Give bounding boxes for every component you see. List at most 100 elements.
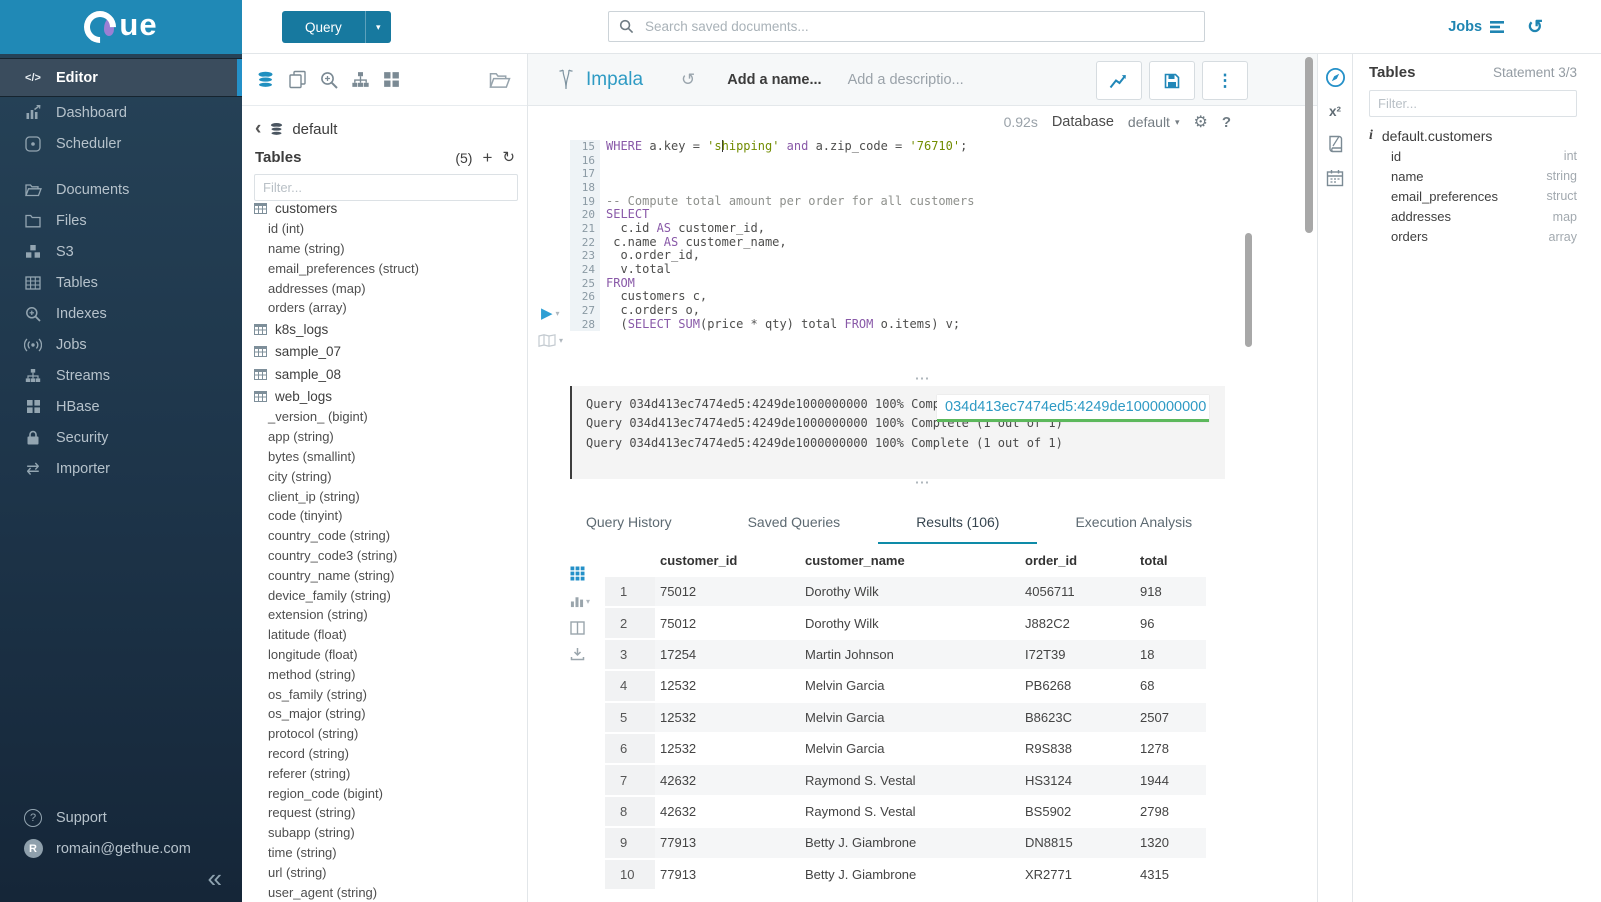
column-item[interactable]: referer (string) <box>254 764 527 784</box>
database-breadcrumb[interactable]: ‹ default <box>242 106 527 138</box>
column-item[interactable]: country_code3 (string) <box>254 546 527 566</box>
query-description-field[interactable]: Add a descriptio... <box>848 72 964 88</box>
column-item[interactable]: city (string) <box>254 467 527 487</box>
column-item[interactable]: os_family (string) <box>254 685 527 705</box>
hue-logo[interactable]: ue <box>0 0 242 54</box>
results-header-cell[interactable]: customer_id <box>655 543 800 577</box>
sidebar-item-jobs[interactable]: Jobs <box>0 329 242 360</box>
column-item[interactable]: client_ip (string) <box>254 487 527 507</box>
query-history-icon[interactable]: ↺ <box>1527 18 1543 37</box>
chart-view-icon[interactable]: ▾ <box>570 594 590 608</box>
grid-view-icon[interactable] <box>570 566 585 581</box>
column-item[interactable]: device_family (string) <box>254 586 527 606</box>
execute-query-button[interactable]: ▶▾ <box>541 304 560 322</box>
table-item[interactable]: sample_08 <box>254 363 527 385</box>
table-row[interactable]: 1077913Betty J. GiambroneXR27714315 <box>605 860 1206 891</box>
column-item[interactable]: os_major (string) <box>254 704 527 724</box>
assistant-compass-icon[interactable] <box>1325 67 1346 88</box>
sidebar-item-indexes[interactable]: Indexes <box>0 298 242 329</box>
explain-map-button[interactable]: ▾ <box>538 334 563 347</box>
chart-button[interactable] <box>1096 61 1142 100</box>
column-item[interactable]: orders (array) <box>254 298 527 318</box>
table-row[interactable]: 842632Raymond S. VestalBS59022798 <box>605 797 1206 828</box>
table-row[interactable]: 977913Betty J. GiambroneDN88151320 <box>605 828 1206 859</box>
column-item[interactable]: addressesmap <box>1369 207 1577 227</box>
column-item[interactable]: subapp (string) <box>254 823 527 843</box>
table-row[interactable]: 317254Martin JohnsonI72T3918 <box>605 640 1206 671</box>
column-item[interactable]: longitude (float) <box>254 645 527 665</box>
column-item[interactable]: idint <box>1369 146 1577 166</box>
sidebar-item-importer[interactable]: ⇄ Importer <box>0 453 242 484</box>
sidebar-item-support[interactable]: ? Support <box>0 802 242 833</box>
column-item[interactable]: extension (string) <box>254 605 527 625</box>
table-row[interactable]: 412532Melvin GarciaPB626868 <box>605 671 1206 702</box>
right-filter-input[interactable] <box>1369 90 1577 117</box>
tab-query-history[interactable]: Query History <box>548 500 710 544</box>
column-item[interactable]: email_preferencesstruct <box>1369 186 1577 206</box>
search-input[interactable] <box>643 18 1194 35</box>
column-item[interactable]: user_agent (string) <box>254 883 527 902</box>
settings-gear-icon[interactable]: ⚙ <box>1193 112 1207 132</box>
column-item[interactable]: country_name (string) <box>254 566 527 586</box>
column-item[interactable]: region_code (bigint) <box>254 784 527 804</box>
editor-scrollbar[interactable] <box>1245 233 1252 347</box>
query-button[interactable]: Query <box>282 11 365 43</box>
database-selector[interactable]: default ▾ <box>1128 114 1180 130</box>
apps-grid-icon[interactable] <box>383 71 400 88</box>
table-row[interactable]: 612532Melvin GarciaR9S8381278 <box>605 734 1206 765</box>
column-item[interactable]: namestring <box>1369 166 1577 186</box>
column-item[interactable]: email_preferences (struct) <box>254 259 527 279</box>
column-item[interactable]: record (string) <box>254 744 527 764</box>
sidebar-item-scheduler[interactable]: Scheduler <box>0 128 242 159</box>
sidebar-item-security[interactable]: Security <box>0 422 242 453</box>
column-item[interactable]: method (string) <box>254 665 527 685</box>
save-button[interactable] <box>1149 61 1195 100</box>
column-item[interactable]: country_code (string) <box>254 526 527 546</box>
table-item[interactable]: sample_07 <box>254 341 527 363</box>
column-item[interactable]: bytes (smallint) <box>254 447 527 467</box>
schedule-calendar-icon[interactable] <box>1326 169 1344 187</box>
databases-icon[interactable] <box>256 71 275 89</box>
jobs-link[interactable]: Jobs <box>1448 19 1505 35</box>
main-scrollbar[interactable] <box>1305 57 1313 233</box>
column-item[interactable]: time (string) <box>254 843 527 863</box>
engine-name[interactable]: Impala <box>586 69 643 91</box>
functions-icon[interactable]: x² <box>1329 104 1341 119</box>
add-table-icon[interactable]: + <box>482 149 492 166</box>
table-row[interactable]: 275012Dorothy WilkJ882C296 <box>605 608 1206 639</box>
column-item[interactable]: latitude (float) <box>254 625 527 645</box>
table-row[interactable]: 175012Dorothy Wilk4056711918 <box>605 577 1206 608</box>
zoom-in-icon[interactable] <box>320 71 338 89</box>
query-id-popup[interactable]: 034d413ec7474ed5:4249de1000000000 <box>937 395 1209 422</box>
resize-handle-bottom[interactable]: ⋯ <box>528 479 1317 491</box>
column-item[interactable]: app (string) <box>254 427 527 447</box>
column-item[interactable]: addresses (map) <box>254 279 527 299</box>
column-item[interactable]: url (string) <box>254 863 527 883</box>
download-icon[interactable] <box>570 647 585 661</box>
table-row[interactable]: 742632Raymond S. VestalHS31241944 <box>605 765 1206 796</box>
columns-view-icon[interactable] <box>570 621 585 635</box>
sidebar-item-hbase[interactable]: HBase <box>0 391 242 422</box>
editor-history-icon[interactable]: ↺ <box>681 70 695 90</box>
sidebar-item-documents[interactable]: Documents <box>0 174 242 205</box>
column-item[interactable]: protocol (string) <box>254 724 527 744</box>
results-header-cell[interactable] <box>605 543 655 577</box>
table-item[interactable]: customers <box>254 197 527 219</box>
query-dropdown-button[interactable]: ▾ <box>365 11 391 43</box>
active-table-row[interactable]: i default.customers <box>1369 128 1577 144</box>
language-reference-icon[interactable] <box>1327 135 1344 153</box>
results-header-cell[interactable]: customer_name <box>800 543 1020 577</box>
column-item[interactable]: _version_ (bigint) <box>254 407 527 427</box>
sidebar-item-streams[interactable]: Streams <box>0 360 242 391</box>
tab-execution-analysis[interactable]: Execution Analysis <box>1037 500 1230 544</box>
tab-results[interactable]: Results (106) <box>878 500 1037 544</box>
table-item[interactable]: web_logs <box>254 385 527 407</box>
query-name-field[interactable]: Add a name... <box>727 72 821 88</box>
column-item[interactable]: request (string) <box>254 803 527 823</box>
sidebar-item-editor[interactable]: </> Editor <box>0 58 242 97</box>
search-box[interactable] <box>608 11 1205 42</box>
results-header-cell[interactable]: order_id <box>1020 543 1135 577</box>
column-item[interactable]: ordersarray <box>1369 227 1577 247</box>
column-item[interactable]: id (int) <box>254 219 527 239</box>
back-chevron-icon[interactable]: ‹ <box>255 119 261 138</box>
